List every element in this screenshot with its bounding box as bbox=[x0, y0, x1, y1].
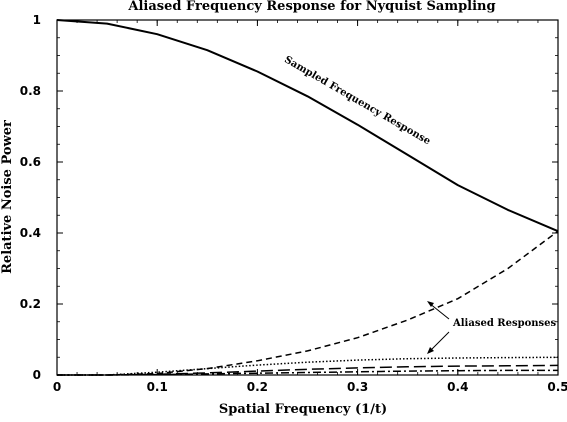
x-tick-label: 0.3 bbox=[347, 380, 368, 394]
annotation-arrow-upper bbox=[428, 302, 450, 320]
y-tick-label: 0.4 bbox=[20, 226, 41, 240]
axis-ticks bbox=[56, 19, 559, 376]
x-tick-label: 0.5 bbox=[547, 380, 567, 394]
annotation-sampled-frequency-response: Sampled Frequency Response bbox=[282, 54, 432, 147]
annotation-arrowhead-lower bbox=[427, 347, 434, 354]
series-group bbox=[56, 19, 559, 376]
x-tick-label: 0 bbox=[53, 380, 61, 394]
series-line-1-solid bbox=[56, 19, 559, 233]
series-line-4-long-dashed bbox=[57, 364, 559, 376]
y-tick-label: 0.6 bbox=[20, 155, 41, 169]
y-tick-label: 0.2 bbox=[20, 297, 41, 311]
chart-title: Aliased Frequency Response for Nyquist S… bbox=[127, 0, 495, 14]
y-tick-label: 0 bbox=[33, 368, 41, 382]
x-tick-label: 0.4 bbox=[447, 380, 468, 394]
annotation-aliased-responses: Aliased Responses bbox=[452, 318, 557, 329]
x-axis-label: Spatial Frequency (1/t) bbox=[219, 402, 387, 417]
x-tick-labels: 0 0.1 0.2 0.3 0.4 0.5 bbox=[53, 380, 567, 394]
y-tick-label: 0.8 bbox=[20, 84, 41, 98]
x-tick-label: 0.2 bbox=[247, 380, 268, 394]
x-tick-label: 0.1 bbox=[147, 380, 168, 394]
y-tick-label: 1 bbox=[33, 13, 41, 27]
y-tick-labels: 0 0.2 0.4 0.6 0.8 1 bbox=[20, 13, 41, 382]
series-line-2-dashed bbox=[57, 230, 559, 376]
y-axis-label: Relative Noise Power bbox=[0, 120, 15, 274]
annotation-arrow-lower bbox=[428, 331, 450, 353]
series-line-5-dash-dot bbox=[57, 369, 558, 376]
annotation-arrowhead-upper bbox=[427, 301, 434, 307]
series-line-3-dotted bbox=[57, 356, 559, 376]
